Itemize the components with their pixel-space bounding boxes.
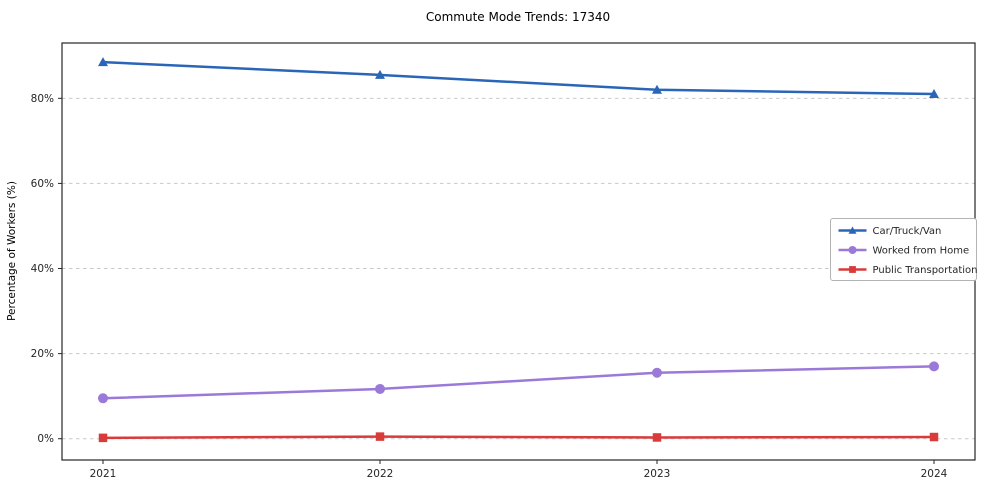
y-tick-label: 20% xyxy=(31,348,54,360)
legend-label: Car/Truck/Van xyxy=(873,226,942,237)
series-line xyxy=(101,60,936,96)
square-marker xyxy=(849,266,856,273)
y-tick-label: 80% xyxy=(31,93,54,105)
y-tick-label: 0% xyxy=(37,433,54,445)
y-tick-label: 40% xyxy=(31,263,54,275)
triangle-marker xyxy=(848,226,857,234)
x-tick-label: 2024 xyxy=(921,468,948,480)
y-axis-label: Percentage of Workers (%) xyxy=(6,181,18,321)
triangle-marker xyxy=(98,57,108,67)
legend-label: Worked from Home xyxy=(873,246,970,257)
axis-ticks-and-labels: 0% 20% 40% 60% 80% 2021 2022 2023 2024 xyxy=(31,93,948,480)
x-tick-label: 2022 xyxy=(367,468,394,480)
series-line xyxy=(101,435,936,440)
circle-marker xyxy=(929,361,939,372)
triangle-marker xyxy=(652,84,662,94)
circle-marker xyxy=(375,383,385,394)
legend-box xyxy=(830,218,977,281)
series-line xyxy=(101,365,936,400)
circle-marker xyxy=(652,367,662,378)
triangle-marker xyxy=(929,89,939,99)
legend: Car/Truck/Van Worked from Home Public Tran… xyxy=(830,218,978,281)
circle-marker xyxy=(98,393,108,404)
chart-title: Commute Mode Trends: 17340 xyxy=(426,10,610,24)
square-marker xyxy=(929,432,939,442)
square-marker xyxy=(98,433,108,443)
x-tick-label: 2023 xyxy=(644,468,671,480)
gridlines xyxy=(62,97,975,440)
y-tick-label: 60% xyxy=(31,178,54,190)
square-marker xyxy=(375,432,385,441)
circle-marker xyxy=(848,246,857,254)
triangle-marker xyxy=(375,69,385,79)
square-marker xyxy=(652,433,662,442)
legend-label: Public Transportation xyxy=(873,265,978,276)
x-tick-label: 2021 xyxy=(90,468,117,480)
data-series xyxy=(98,57,939,443)
